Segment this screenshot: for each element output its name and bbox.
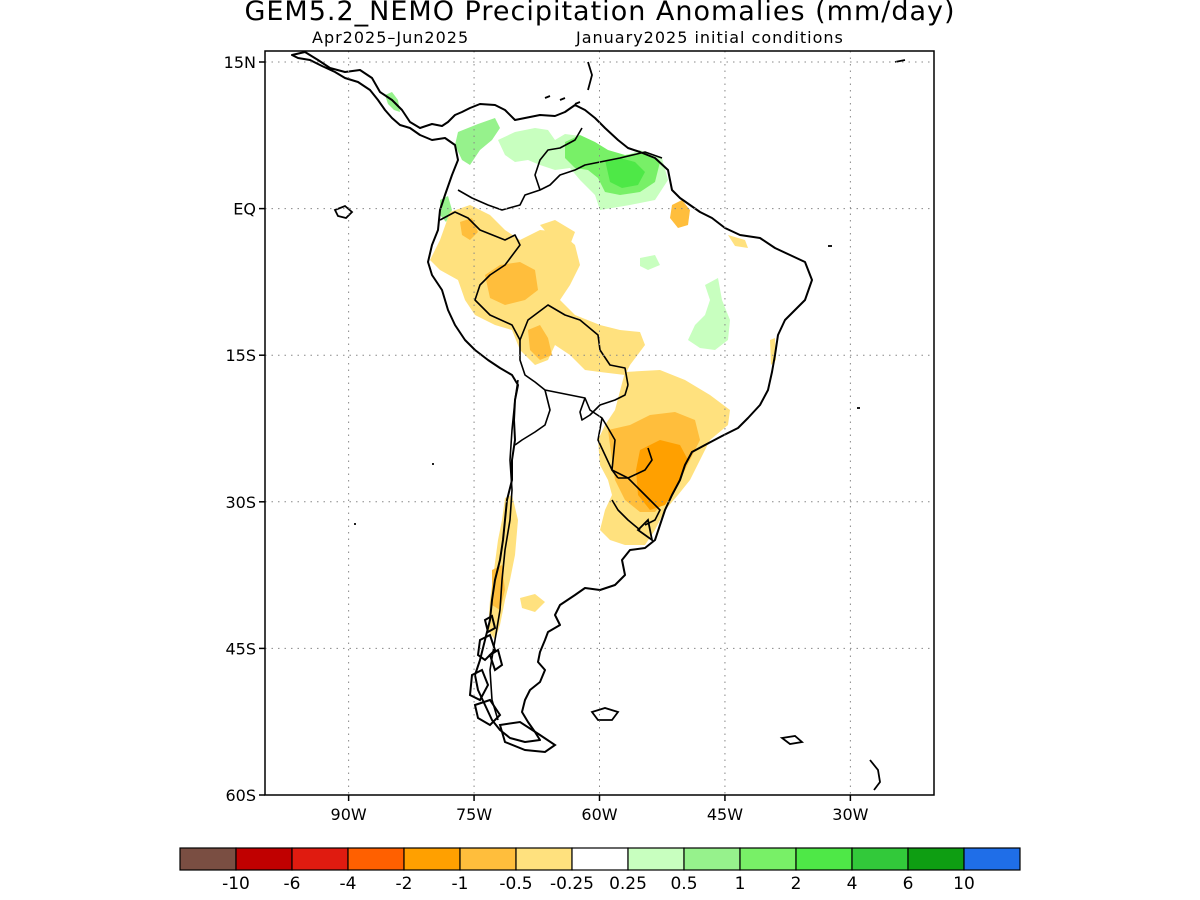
lat-tick-label: 15N: [224, 53, 256, 72]
galapagos-islands: [333, 204, 354, 219]
lat-tick-label: 60S: [225, 786, 256, 805]
colorbar-swatch: [739, 847, 797, 871]
wet-anomaly-brazil-small: [640, 255, 660, 270]
colorbar-label: 10: [953, 874, 975, 894]
dry-anomaly-parana-core: [636, 440, 688, 510]
colorbar-label: 4: [847, 874, 858, 894]
lagoa-dos-patos: [636, 518, 654, 543]
colorbar-label: 2: [791, 874, 802, 894]
colorbar-label: 0.5: [670, 874, 697, 894]
lon-tick-label: 45W: [707, 805, 743, 824]
grid-lines: [265, 51, 934, 795]
colorbar-swatch: [571, 847, 629, 871]
colorbar-label: 1: [735, 874, 746, 894]
wet-anomaly-guiana-core: [605, 158, 645, 188]
dry-anomaly-regions: [430, 200, 776, 640]
dry-anomaly-argentina: [520, 594, 545, 612]
colorbar-label: 0.25: [609, 874, 647, 894]
colorbar-swatch: [795, 847, 853, 871]
longitude-axis: 90W 75W 60W 45W 30W: [331, 795, 869, 824]
wet-anomaly-central-america: [385, 92, 400, 112]
colorbar-swatch: [179, 847, 237, 871]
dry-anomaly-amazon-east: [540, 220, 575, 245]
colorbar-swatch: [235, 847, 293, 871]
wet-anomaly-brazil-interior: [688, 278, 730, 350]
dry-anomaly-bolivia: [528, 325, 552, 360]
colorbar-label: -0.25: [550, 874, 594, 894]
wet-anomaly-colombia: [455, 118, 500, 165]
dry-anomaly-peru-core: [485, 262, 538, 305]
lat-tick-label: 15S: [225, 346, 256, 365]
lat-tick-label: EQ: [233, 200, 256, 219]
colorbar-swatch: [963, 847, 1021, 871]
forecast-period: Apr2025–Jun2025: [312, 28, 470, 47]
south-georgia: [779, 735, 805, 745]
colorbar-label: 6: [903, 874, 914, 894]
initial-conditions: January2025 initial conditions: [576, 28, 844, 47]
colorbar-swatch: [515, 847, 573, 871]
colorbar-label: -0.5: [499, 874, 532, 894]
caribbean-islands: [544, 61, 593, 105]
dry-anomaly-amapa: [670, 200, 690, 228]
map-title: GEM5.2_NEMO Precipitation Anomalies (mm/…: [244, 0, 956, 27]
latitude-axis: 15N EQ 15S 30S 45S 60S: [224, 53, 265, 805]
colorbar-swatch: [851, 847, 909, 871]
lon-tick-label: 90W: [331, 805, 367, 824]
colorbar-swatch: [459, 847, 517, 871]
islands: [333, 59, 906, 791]
juan-fernandez: [354, 463, 434, 525]
south-america-coastline: [291, 51, 813, 743]
colorbar-swatch: [291, 847, 349, 871]
colorbar-swatch: [403, 847, 461, 871]
colorbar-label: -2: [396, 874, 413, 894]
map-area: [265, 51, 934, 795]
tristan-area: [869, 759, 881, 791]
lat-tick-label: 30S: [225, 493, 256, 512]
colorbar: -10 -6 -4 -2 -1 -0.5 -0.25 0.25 0.5 1 2 4 6 10: [179, 847, 1021, 894]
colorbar-label: -1: [452, 874, 469, 894]
colorbar-label: -6: [284, 874, 301, 894]
colorbar-swatch: [627, 847, 685, 871]
lat-tick-label: 45S: [225, 639, 256, 658]
dry-anomaly-brazil-coast: [728, 235, 748, 248]
colorbar-swatch: [907, 847, 965, 871]
colorbar-label: -10: [222, 874, 250, 894]
falkland-islands: [590, 707, 620, 721]
colorbar-label: -4: [340, 874, 357, 894]
country-borders: [439, 127, 663, 721]
lon-tick-label: 75W: [456, 805, 492, 824]
patagonia-islands: [468, 614, 557, 754]
lon-tick-label: 60W: [581, 805, 617, 824]
colorbar-swatch: [347, 847, 405, 871]
lon-tick-label: 30W: [832, 805, 868, 824]
colorbar-swatch: [683, 847, 741, 871]
